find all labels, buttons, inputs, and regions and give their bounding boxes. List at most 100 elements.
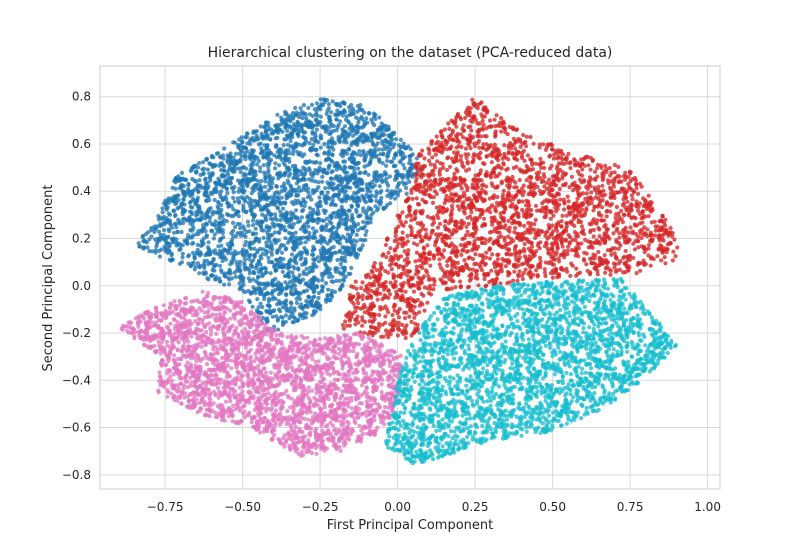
data-point	[422, 308, 427, 313]
data-point	[309, 285, 314, 290]
data-point	[218, 255, 223, 260]
data-point	[398, 137, 403, 142]
data-point	[274, 217, 279, 222]
data-point	[589, 190, 594, 195]
data-point	[343, 184, 348, 189]
data-point	[400, 230, 405, 235]
data-point	[282, 228, 287, 233]
data-point	[208, 206, 213, 211]
data-point	[242, 243, 248, 248]
data-point	[362, 158, 367, 163]
data-point	[291, 128, 296, 133]
data-point	[603, 163, 608, 168]
data-point	[366, 186, 371, 191]
data-point	[645, 227, 650, 232]
data-point	[287, 151, 292, 156]
data-point	[244, 209, 249, 214]
data-point	[285, 192, 290, 197]
data-point	[385, 188, 390, 193]
data-point	[244, 182, 249, 187]
data-point	[482, 216, 487, 221]
data-point	[238, 225, 243, 231]
data-point	[662, 220, 667, 226]
data-point	[328, 202, 333, 207]
data-point	[340, 209, 345, 214]
data-point	[216, 180, 221, 185]
data-point	[246, 276, 251, 281]
data-point	[279, 314, 284, 319]
data-point	[284, 122, 289, 127]
data-point	[222, 282, 227, 287]
data-point	[262, 149, 267, 154]
data-point	[462, 236, 467, 241]
data-point	[377, 184, 382, 189]
data-point	[381, 132, 387, 137]
data-point	[517, 177, 522, 183]
data-point	[368, 207, 373, 212]
data-point	[170, 257, 175, 262]
data-point	[186, 254, 191, 259]
data-point	[329, 110, 334, 115]
data-point	[357, 149, 362, 154]
data-point	[471, 193, 477, 198]
data-point	[471, 246, 476, 251]
data-point	[409, 226, 414, 231]
data-point	[290, 135, 295, 140]
data-point	[242, 260, 247, 265]
data-point	[342, 134, 347, 140]
data-point	[210, 172, 215, 177]
data-point	[273, 296, 278, 301]
data-point	[349, 265, 354, 270]
data-point	[276, 230, 281, 235]
data-point	[197, 253, 202, 258]
data-point	[383, 138, 388, 143]
data-point	[442, 127, 447, 132]
data-point	[411, 289, 417, 294]
data-point	[322, 194, 327, 199]
data-point	[380, 147, 385, 152]
data-point	[365, 208, 370, 213]
data-point	[296, 185, 302, 190]
data-point	[283, 215, 288, 220]
data-point	[338, 119, 343, 124]
data-point	[335, 103, 340, 108]
data-point	[330, 169, 335, 174]
data-point	[242, 171, 247, 176]
data-point	[340, 251, 345, 256]
data-point	[372, 147, 377, 152]
data-point	[673, 254, 678, 259]
data-point	[275, 135, 280, 140]
data-point	[228, 181, 233, 186]
data-point	[180, 212, 185, 217]
data-point	[204, 211, 209, 216]
data-point	[245, 194, 250, 200]
data-point	[454, 192, 459, 197]
data-point	[484, 250, 489, 255]
data-point	[377, 200, 382, 205]
data-point	[368, 160, 373, 165]
data-point	[633, 175, 638, 181]
data-point	[371, 154, 376, 159]
data-point	[252, 198, 257, 204]
data-point	[161, 228, 167, 233]
data-point	[375, 141, 380, 146]
data-point	[396, 224, 401, 229]
data-point	[576, 254, 581, 259]
data-point	[559, 161, 564, 166]
data-point	[297, 219, 302, 224]
data-point	[211, 258, 216, 263]
data-point	[400, 236, 405, 241]
data-point	[454, 145, 459, 150]
data-point	[364, 229, 369, 234]
data-point	[506, 247, 512, 252]
data-point	[189, 210, 194, 215]
data-point	[334, 185, 339, 191]
data-point	[325, 180, 330, 185]
data-point	[428, 162, 433, 167]
data-point	[266, 296, 272, 302]
data-point	[675, 245, 680, 250]
data-point	[534, 208, 540, 213]
data-point	[477, 177, 482, 182]
data-point	[512, 230, 517, 235]
data-point	[265, 303, 271, 308]
